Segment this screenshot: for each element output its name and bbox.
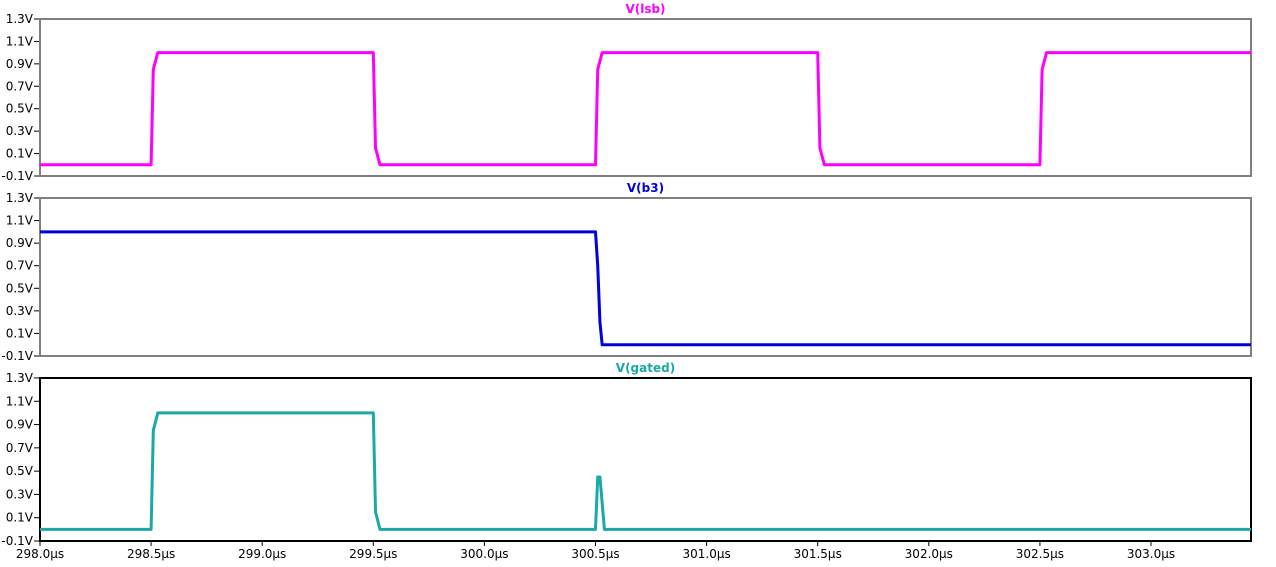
y-tick-label: 0.7V	[6, 259, 34, 273]
plot-frame	[39, 377, 1252, 542]
y-tick-label: 0.1V	[6, 511, 34, 525]
title-v-gated: V(gated)	[616, 361, 675, 375]
x-tick-label: 298.5µs	[127, 547, 175, 561]
x-tick-label: 302.0µs	[905, 547, 953, 561]
y-tick-label: 1.3V	[6, 12, 34, 26]
x-tick-label: 299.0µs	[238, 547, 286, 561]
y-tick-label: 1.1V	[6, 214, 34, 228]
y-tick-label: 0.7V	[6, 79, 34, 93]
y-tick-label: 0.5V	[6, 464, 34, 478]
y-tick-label: 0.1V	[6, 147, 34, 161]
x-tick-label: 301.5µs	[794, 547, 842, 561]
plot-frame	[39, 18, 1252, 177]
y-tick-label: 0.5V	[6, 281, 34, 295]
y-tick-label: 0.3V	[6, 487, 34, 501]
y-tick-label: 0.5V	[6, 102, 34, 116]
x-tick-label: 302.5µs	[1016, 547, 1064, 561]
y-tick-label: 1.3V	[6, 191, 34, 205]
y-tick-label: 0.9V	[6, 236, 34, 250]
plot-frame	[39, 197, 1252, 357]
y-tick-label: 1.1V	[6, 34, 34, 48]
trace-v-lsb	[40, 51, 1251, 167]
trace-v-b3	[40, 230, 1251, 347]
y-tick-label: 0.7V	[6, 441, 34, 455]
y-tick-label: -0.1V	[1, 169, 33, 183]
x-tick-label: 299.5µs	[349, 547, 397, 561]
y-tick-label: 1.3V	[6, 371, 34, 385]
title-v-b3: V(b3)	[627, 181, 664, 195]
y-tick-label: 0.9V	[6, 418, 34, 432]
y-tick-label: -0.1V	[1, 349, 33, 363]
y-tick-label: 0.1V	[6, 326, 34, 340]
trace-v-gated	[40, 411, 1251, 531]
x-tick-label: 300.5µs	[571, 547, 619, 561]
x-tick-label: 300.0µs	[460, 547, 508, 561]
x-tick-label: 301.0µs	[682, 547, 730, 561]
y-tick-label: -0.1V	[1, 534, 33, 548]
x-tick-label: 298.0µs	[16, 547, 64, 561]
y-tick-label: 0.3V	[6, 304, 34, 318]
y-tick-label: 0.9V	[6, 57, 34, 71]
title-v-lsb: V(lsb)	[625, 2, 665, 16]
x-tick-label: 303.0µs	[1127, 547, 1175, 561]
y-tick-label: 0.3V	[6, 124, 34, 138]
y-tick-label: 1.1V	[6, 394, 34, 408]
